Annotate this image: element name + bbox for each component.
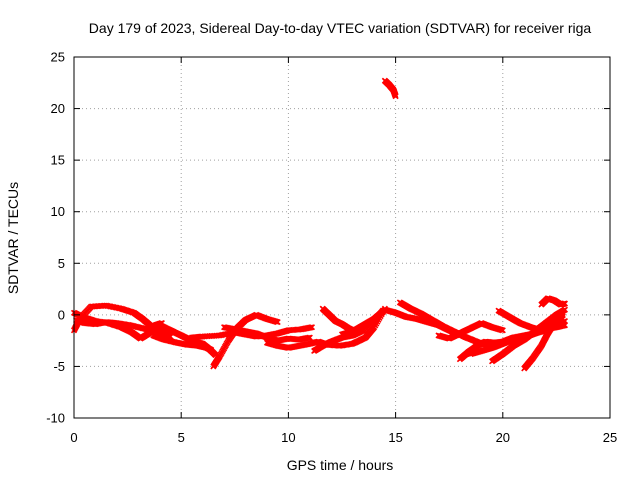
series-sat-track-16 [435,320,506,342]
series-sat-track-22 [538,295,569,308]
y-tick-label: 25 [51,50,65,65]
data-point [392,93,399,100]
y-axis-label: SDTVAR / TECUs [5,182,21,294]
data-point [306,334,313,341]
series-sat-track-12 [338,308,386,338]
tick-labels-layer: 0 5 10 15 20 25 -10 -5 0 5 10 15 20 25 [46,50,617,446]
series-sat-track-15 [381,77,399,100]
data-point [152,328,159,335]
series-sat-track-5 [156,322,219,359]
x-tick-label: 0 [70,430,77,445]
x-tick-label: 15 [388,430,402,445]
y-tick-label: 10 [51,204,65,219]
x-tick-label: 10 [281,430,295,445]
grid-layer [74,57,610,418]
series-sat-track-14 [396,299,494,349]
data-point [561,300,569,307]
y-tick-label: 20 [51,101,65,116]
x-tick-label: 5 [178,430,185,445]
y-tick-label: -10 [46,411,65,426]
data-point [559,309,566,316]
plot-frame [73,56,611,419]
y-tick-label: 15 [51,153,65,168]
y-tick-label: 5 [58,256,65,271]
x-tick-label: 25 [603,430,617,445]
data-points-layer [70,77,569,372]
series-sat-track-3 [73,316,159,335]
y-tick-label: 0 [58,307,65,322]
series-sat-track-21 [521,309,566,372]
data-point [499,327,506,334]
x-tick-label: 20 [496,430,510,445]
data-point [308,324,316,331]
x-axis-label: GPS time / hours [287,457,394,473]
data-point [274,319,281,326]
y-tick-label: -5 [53,359,65,374]
series-sat-track-11 [319,305,358,335]
chart-title: Day 179 of 2023, Sidereal Day-to-day VTE… [89,20,592,36]
